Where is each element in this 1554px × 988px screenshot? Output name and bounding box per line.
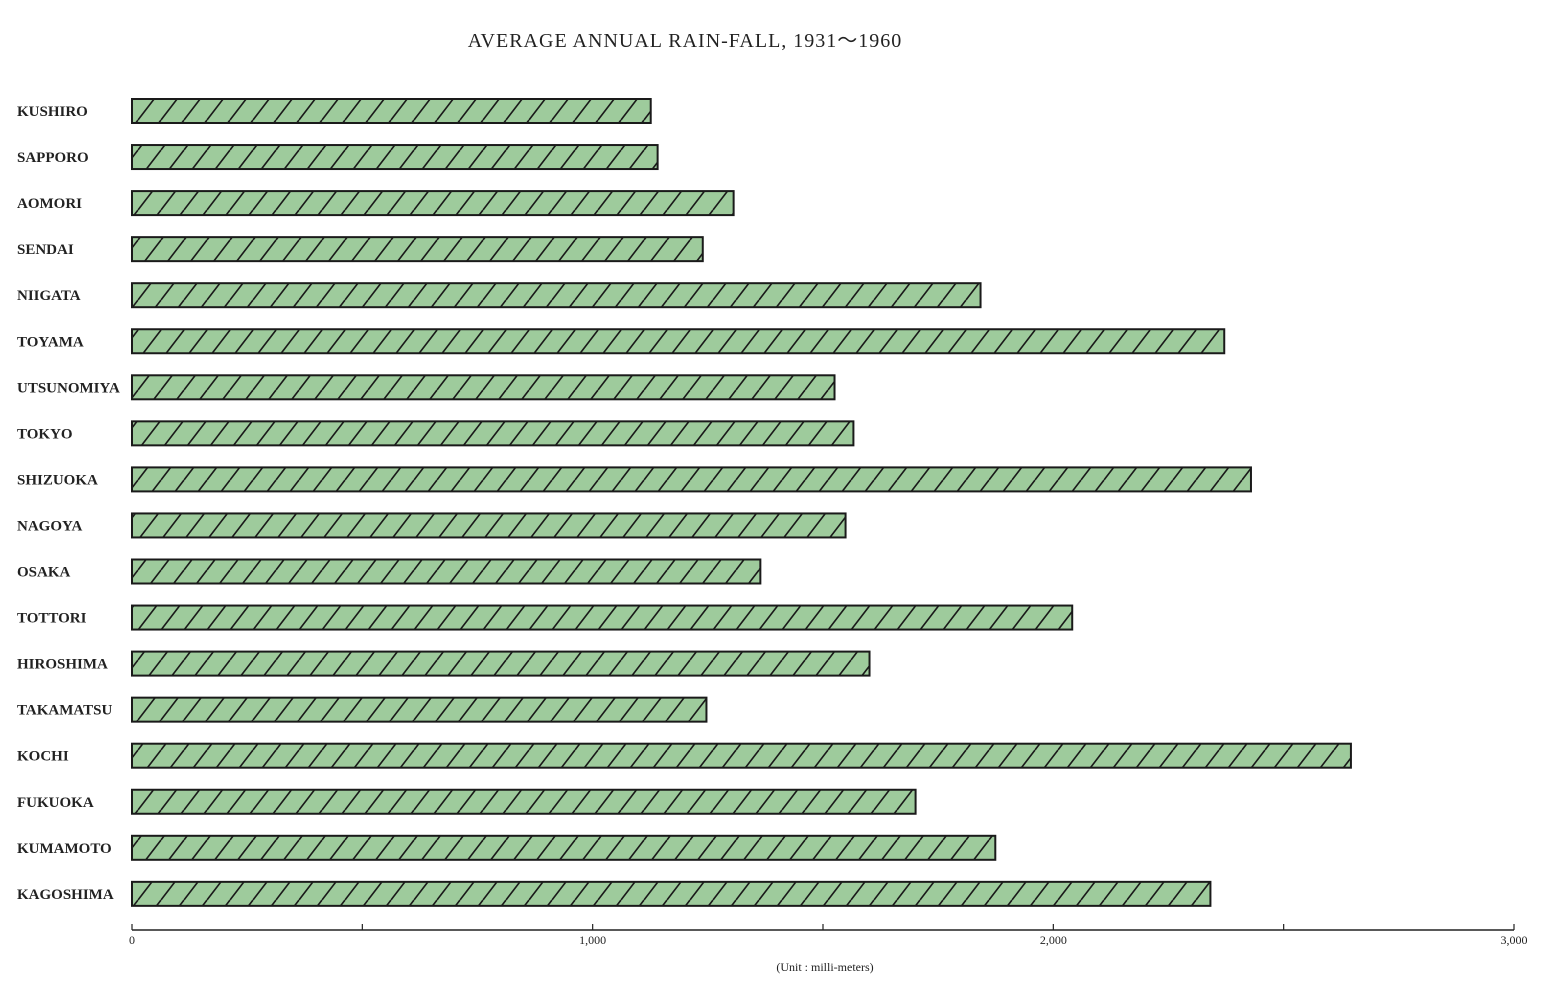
- x-axis-label: (Unit : milli-meters): [776, 960, 873, 974]
- bar-hatch: [131, 466, 1252, 493]
- bar-hatch: [131, 558, 762, 585]
- bar-hatch: [131, 374, 836, 401]
- category-label: HIROSHIMA: [17, 657, 108, 673]
- bar-hatch: [131, 98, 652, 124]
- category-label: NAGOYA: [17, 518, 82, 534]
- category-label: SHIZUOKA: [17, 472, 98, 488]
- category-label: TOYAMA: [17, 334, 84, 350]
- bar-hatch: [131, 420, 855, 447]
- x-tick-label: 2,000: [1040, 933, 1067, 947]
- category-label: UTSUNOMIYA: [17, 380, 120, 396]
- bar-hatch: [131, 328, 1226, 355]
- category-label: FUKUOKA: [17, 795, 94, 811]
- bar-hatch: [131, 650, 871, 677]
- category-label: TOKYO: [17, 426, 73, 442]
- bar-hatch: [131, 604, 1074, 631]
- category-label: KUMAMOTO: [17, 841, 112, 857]
- bar-hatch: [131, 190, 735, 217]
- bar-hatch: [131, 880, 1212, 907]
- bar-hatch: [131, 144, 659, 171]
- bar-hatch: [131, 512, 847, 539]
- category-label: KOCHI: [17, 749, 69, 765]
- bar-hatch: [131, 742, 1352, 769]
- category-label: SENDAI: [17, 242, 74, 258]
- category-label: KAGOSHIMA: [17, 887, 114, 903]
- bar-hatch: [131, 696, 708, 723]
- bar-hatch: [131, 788, 917, 815]
- x-tick-label: 0: [129, 933, 135, 947]
- category-label: NIIGATA: [17, 288, 81, 304]
- category-label: TOTTORI: [17, 611, 87, 627]
- category-label: OSAKA: [17, 565, 71, 581]
- category-label: SAPPORO: [17, 150, 89, 166]
- category-label: KUSHIRO: [17, 104, 88, 120]
- x-tick-label: 1,000: [579, 933, 606, 947]
- bar-hatch: [131, 834, 997, 861]
- bar-hatch: [131, 236, 704, 263]
- chart-title: AVERAGE ANNUAL RAIN-FALL, 1931～1960: [468, 30, 903, 52]
- x-tick-label: 3,000: [1501, 933, 1528, 947]
- category-label: TAKAMATSU: [17, 703, 112, 719]
- category-label: AOMORI: [17, 196, 82, 212]
- bar-hatch: [131, 282, 982, 309]
